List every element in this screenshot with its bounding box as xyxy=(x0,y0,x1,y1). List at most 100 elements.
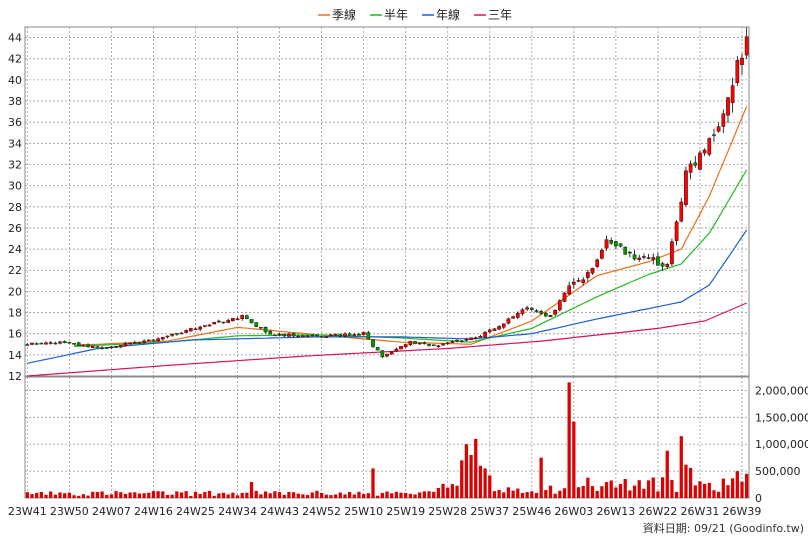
price-tick-label: 34 xyxy=(8,137,22,150)
candle-body xyxy=(548,314,553,317)
candle xyxy=(632,250,637,261)
volume-bar xyxy=(525,492,529,498)
candle xyxy=(198,325,202,332)
candle xyxy=(137,341,142,344)
candle-body xyxy=(665,264,670,268)
candle xyxy=(651,253,656,265)
volume-bar xyxy=(530,491,534,498)
candle-body xyxy=(235,318,240,321)
candle xyxy=(600,248,604,260)
candle xyxy=(693,155,698,168)
candle xyxy=(665,263,670,269)
candle-body xyxy=(385,353,389,357)
candle xyxy=(329,333,333,337)
candle-body xyxy=(469,337,473,341)
volume-grid xyxy=(25,377,749,499)
volume-bar xyxy=(287,491,291,498)
candle-body xyxy=(595,259,600,267)
candle-body xyxy=(263,326,268,333)
price-tick-label: 12 xyxy=(8,370,22,383)
candle-body xyxy=(497,326,501,330)
candle xyxy=(441,343,445,346)
volume-bar xyxy=(235,495,240,498)
candle xyxy=(520,308,525,316)
volume-bar xyxy=(63,493,67,498)
x-tick-label: 25W46 xyxy=(512,505,551,518)
candle xyxy=(95,345,100,348)
ma-line xyxy=(27,302,747,377)
candle-body xyxy=(417,342,422,345)
volume-bar xyxy=(567,382,571,498)
candle xyxy=(231,317,235,322)
x-axis: 23W41 23W50 24W07 24W16 24W25 24W34 24W43 24W52… xyxy=(8,505,762,518)
moving-average-lines xyxy=(27,106,748,377)
volume-bar xyxy=(600,486,604,498)
candle-body xyxy=(268,331,273,335)
volume-bar xyxy=(343,494,347,498)
candle-body xyxy=(179,332,184,335)
candle-body xyxy=(221,321,226,324)
candle-body xyxy=(656,256,660,266)
volume-bar xyxy=(642,488,646,498)
volume-bar xyxy=(347,492,352,498)
volume-bar xyxy=(338,492,342,498)
candle-body xyxy=(614,241,618,247)
candle-body xyxy=(128,343,132,345)
volume-bar xyxy=(646,480,651,498)
candle xyxy=(221,321,226,324)
volume-bar xyxy=(506,487,511,498)
volume-bar xyxy=(81,494,86,498)
candle-body xyxy=(104,347,109,349)
volume-bar xyxy=(268,493,272,498)
candle xyxy=(702,148,707,156)
candle xyxy=(142,339,146,344)
candle-body xyxy=(259,326,263,329)
candle-body xyxy=(450,341,455,343)
volume-bar xyxy=(305,495,310,498)
volume-bar xyxy=(572,421,576,498)
candle xyxy=(698,150,702,171)
candle xyxy=(174,333,179,336)
candle xyxy=(296,335,301,338)
x-tick-label: 26W22 xyxy=(638,505,677,518)
candle xyxy=(44,341,48,345)
candle xyxy=(744,27,749,60)
candle-body xyxy=(600,249,604,259)
candle xyxy=(557,299,562,312)
candle xyxy=(427,343,431,347)
candle-body xyxy=(282,333,287,337)
price-panel-frame xyxy=(24,26,750,377)
candle xyxy=(548,314,553,317)
candle xyxy=(445,341,450,345)
candlestick-series xyxy=(25,27,749,359)
candle-body xyxy=(408,340,413,346)
candle xyxy=(240,314,245,321)
volume-bar xyxy=(324,494,328,498)
candle xyxy=(497,325,501,331)
candle-body xyxy=(581,279,586,283)
x-tick-label: 24W16 xyxy=(134,505,173,518)
x-tick-label: 24W34 xyxy=(218,505,257,518)
candle xyxy=(735,56,740,87)
candle xyxy=(184,329,188,333)
volume-bar xyxy=(226,494,230,498)
candle-body xyxy=(399,346,403,350)
volume-bar xyxy=(72,495,76,498)
candle-body xyxy=(347,333,352,336)
candle xyxy=(132,340,137,344)
candle-body xyxy=(160,337,165,340)
candle-body xyxy=(132,342,137,344)
candle xyxy=(39,342,44,345)
price-tick-label: 14 xyxy=(8,349,22,362)
volume-bar xyxy=(665,450,669,498)
candle-body xyxy=(688,163,693,173)
volume-bar xyxy=(740,481,744,498)
candle-body xyxy=(245,315,249,319)
candle-body xyxy=(712,134,716,136)
volume-bar xyxy=(114,491,118,498)
candle xyxy=(277,332,282,336)
candle xyxy=(679,197,684,223)
ma-line xyxy=(27,229,748,364)
candle-body xyxy=(534,310,539,312)
volume-bar xyxy=(418,492,422,498)
